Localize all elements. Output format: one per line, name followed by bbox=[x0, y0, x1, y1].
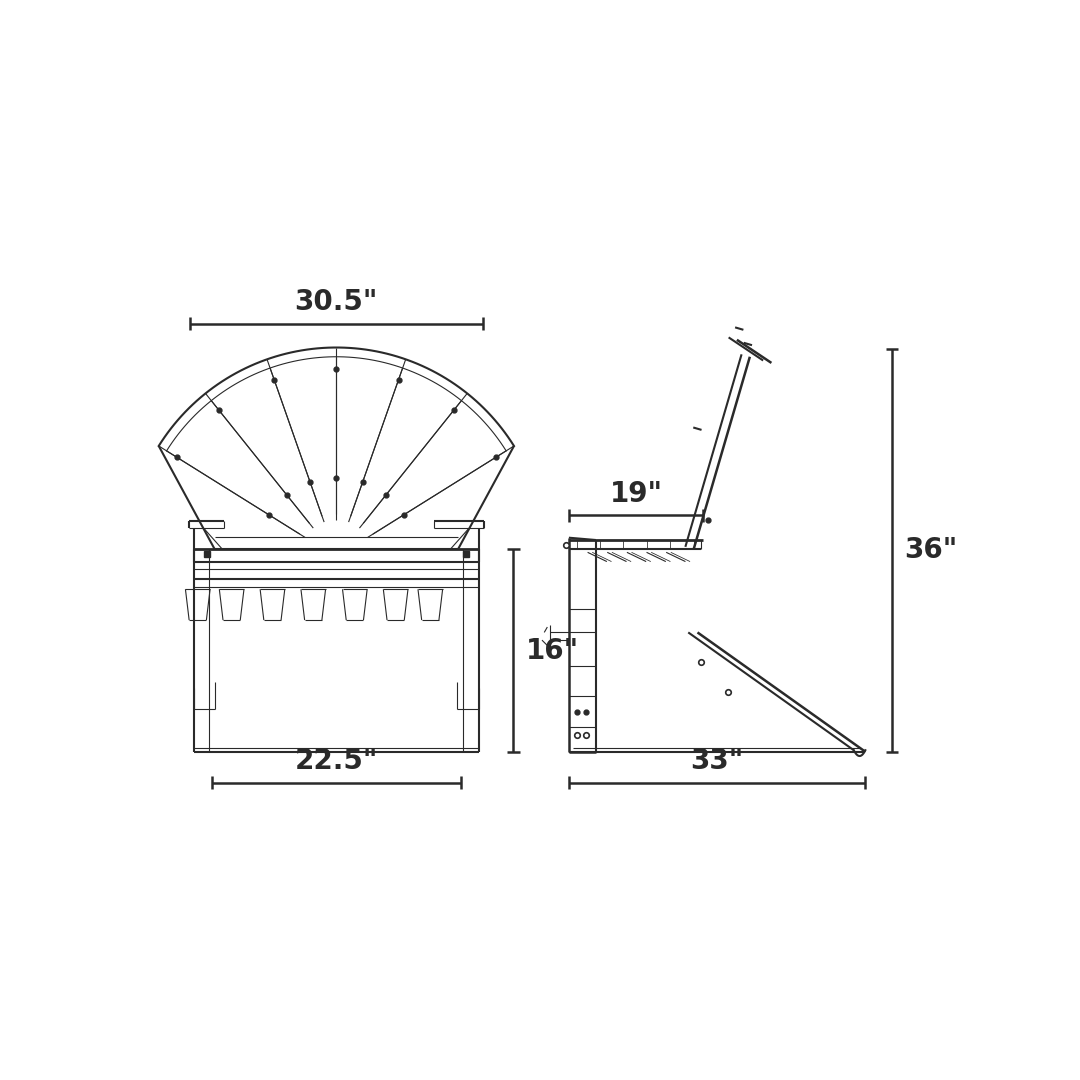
Text: 30.5": 30.5" bbox=[295, 288, 378, 316]
Text: 22.5": 22.5" bbox=[295, 747, 378, 774]
Text: 36": 36" bbox=[905, 537, 958, 565]
Text: 16": 16" bbox=[526, 636, 579, 664]
Text: 19": 19" bbox=[609, 480, 662, 508]
Text: 33": 33" bbox=[690, 747, 744, 774]
